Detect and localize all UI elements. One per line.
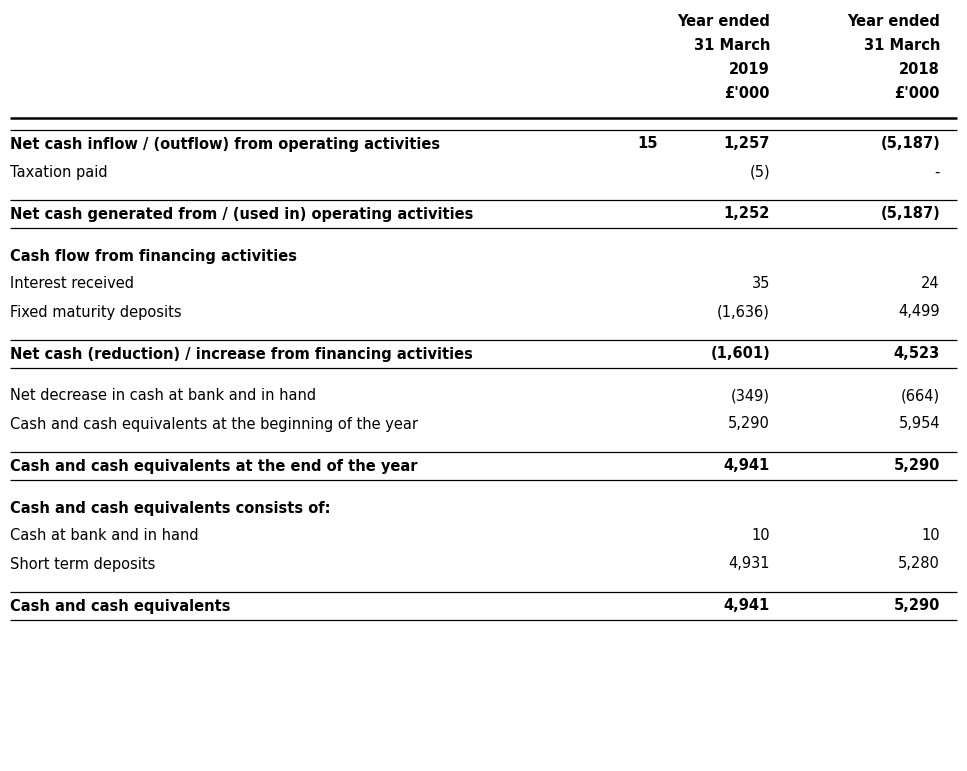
- Text: Year ended: Year ended: [677, 15, 770, 29]
- Text: Net cash (reduction) / increase from financing activities: Net cash (reduction) / increase from fin…: [10, 346, 473, 362]
- Text: 5,280: 5,280: [898, 557, 940, 571]
- Text: Cash and cash equivalents at the end of the year: Cash and cash equivalents at the end of …: [10, 459, 418, 473]
- Text: (5,187): (5,187): [880, 207, 940, 221]
- Text: Cash and cash equivalents: Cash and cash equivalents: [10, 598, 230, 614]
- Text: Taxation paid: Taxation paid: [10, 164, 107, 180]
- Text: 2019: 2019: [729, 62, 770, 78]
- Text: 15: 15: [638, 136, 659, 151]
- Text: Short term deposits: Short term deposits: [10, 557, 156, 571]
- Text: (5,187): (5,187): [880, 136, 940, 151]
- Text: 31 March: 31 March: [693, 39, 770, 53]
- Text: Interest received: Interest received: [10, 277, 134, 291]
- Text: £'000: £'000: [894, 86, 940, 102]
- Text: (1,601): (1,601): [710, 346, 770, 362]
- Text: Cash and cash equivalents consists of:: Cash and cash equivalents consists of:: [10, 500, 331, 516]
- Text: 5,954: 5,954: [898, 416, 940, 432]
- Text: (664): (664): [901, 389, 940, 403]
- Text: (5): (5): [749, 164, 770, 180]
- Text: 4,931: 4,931: [728, 557, 770, 571]
- Text: £'000: £'000: [724, 86, 770, 102]
- Text: 10: 10: [922, 528, 940, 544]
- Text: Net decrease in cash at bank and in hand: Net decrease in cash at bank and in hand: [10, 389, 316, 403]
- Text: Cash at bank and in hand: Cash at bank and in hand: [10, 528, 198, 544]
- Text: (1,636): (1,636): [718, 305, 770, 319]
- Text: Cash and cash equivalents at the beginning of the year: Cash and cash equivalents at the beginni…: [10, 416, 418, 432]
- Text: Fixed maturity deposits: Fixed maturity deposits: [10, 305, 182, 319]
- Text: 4,499: 4,499: [898, 305, 940, 319]
- Text: Net cash generated from / (used in) operating activities: Net cash generated from / (used in) oper…: [10, 207, 474, 221]
- Text: Net cash inflow / (outflow) from operating activities: Net cash inflow / (outflow) from operati…: [10, 136, 440, 151]
- Text: Year ended: Year ended: [847, 15, 940, 29]
- Text: 5,290: 5,290: [728, 416, 770, 432]
- Text: 4,941: 4,941: [723, 459, 770, 473]
- Text: 2018: 2018: [899, 62, 940, 78]
- Text: 1,257: 1,257: [723, 136, 770, 151]
- Text: 5,290: 5,290: [894, 598, 940, 614]
- Text: -: -: [935, 164, 940, 180]
- Text: 35: 35: [751, 277, 770, 291]
- Text: (349): (349): [731, 389, 770, 403]
- Text: 5,290: 5,290: [894, 459, 940, 473]
- Text: Cash flow from financing activities: Cash flow from financing activities: [10, 248, 297, 264]
- Text: 24: 24: [922, 277, 940, 291]
- Text: 4,941: 4,941: [723, 598, 770, 614]
- Text: 10: 10: [751, 528, 770, 544]
- Text: 31 March: 31 March: [864, 39, 940, 53]
- Text: 4,523: 4,523: [894, 346, 940, 362]
- Text: 1,252: 1,252: [723, 207, 770, 221]
